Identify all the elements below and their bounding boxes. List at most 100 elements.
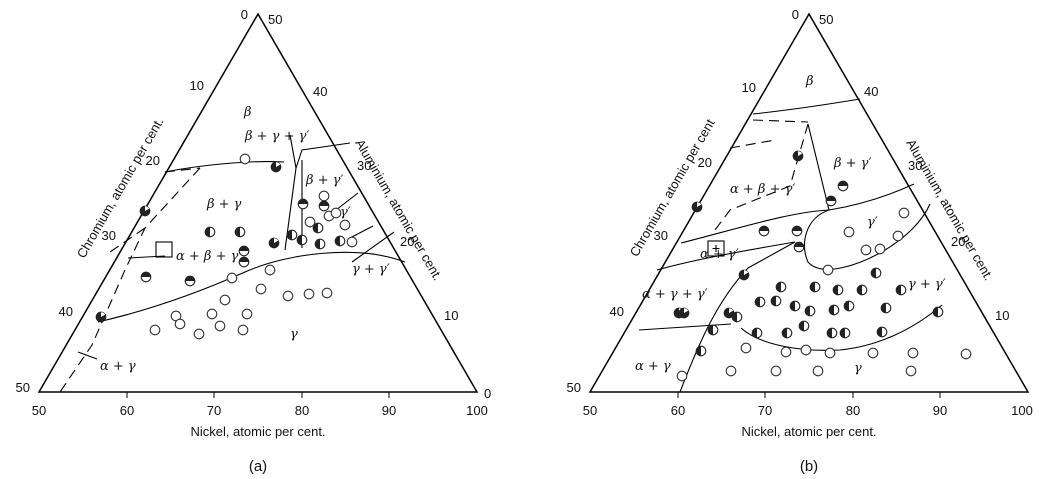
cr-tick: 0: [241, 7, 248, 22]
ni-tick: 90: [933, 403, 947, 418]
sample-point-two-phase-left: [798, 320, 810, 332]
ni-tick: 100: [1011, 403, 1033, 418]
sample-point-two-phase-left: [286, 229, 298, 241]
sample-point-two-phase-left: [828, 304, 840, 316]
reference-square: [707, 240, 725, 257]
sample-point-two-phase-left: [826, 327, 838, 339]
sample-point-two-phase-top: [318, 200, 330, 212]
ni-tick: 70: [758, 403, 772, 418]
sample-point-two-phase-left: [789, 300, 801, 312]
sample-point-single-phase: [874, 243, 886, 255]
phase-boundaries: [638, 98, 943, 393]
sample-point-single-phase: [892, 230, 904, 242]
sample-point-two-phase-top: [184, 275, 196, 287]
sample-point-three-phase: [95, 311, 107, 323]
reference-square: [155, 241, 173, 258]
ni-tick: 60: [120, 403, 134, 418]
sample-point-two-phase-left: [870, 267, 882, 279]
diagram-b: 50 60 70 80 90 100 0 10 20 30 40 50 50 4…: [567, 7, 1033, 475]
phase-label-gammap: γ′: [340, 205, 351, 220]
sample-point-two-phase-left: [770, 295, 782, 307]
sample-point-three-phase: [738, 269, 750, 281]
sample-point-two-phase-top: [238, 256, 250, 268]
sample-point-two-phase-top: [297, 198, 309, 210]
plus-marker: [712, 245, 720, 252]
cr-tick: 40: [610, 304, 624, 319]
sample-point-two-phase-top: [791, 225, 803, 237]
ni-tick: 90: [382, 403, 396, 418]
triangle-frame: [37, 12, 479, 393]
caption-b: (b): [800, 458, 818, 475]
sample-point-single-phase: [770, 365, 782, 377]
sample-point-single-phase: [907, 347, 919, 359]
sample-point-two-phase-left: [843, 300, 855, 312]
sample-point-single-phase: [321, 287, 333, 299]
phase-label-gammap: γ′: [867, 215, 878, 230]
sample-point-two-phase-left: [695, 345, 707, 357]
al-tick: 20: [951, 234, 965, 249]
sample-point-two-phase-left: [809, 281, 821, 293]
sample-point-three-phase: [270, 161, 282, 173]
sample-point-single-phase: [800, 344, 812, 356]
sample-point-two-phase-left: [314, 238, 326, 250]
sample-point-three-phase: [792, 150, 804, 162]
sample-point-single-phase: [339, 219, 351, 231]
cr-tick: 30: [102, 228, 116, 243]
sample-point-single-phase: [824, 347, 836, 359]
sample-point-single-phase: [898, 207, 910, 219]
sample-point-two-phase-top: [140, 271, 152, 283]
sample-point-single-phase: [780, 346, 792, 358]
sample-point-two-phase-left: [312, 222, 324, 234]
sample-point-single-phase: [174, 318, 186, 330]
sample-point-two-phase-top: [238, 245, 250, 257]
sample-point-two-phase-left: [754, 296, 766, 308]
phase-label-alpha-beta-gammap: α + β + γ′: [730, 182, 795, 197]
sample-point-single-phase: [843, 226, 855, 238]
al-tick: 20: [400, 234, 414, 249]
sample-point-single-phase: [214, 320, 226, 332]
phase-label-alpha-gammap: α + γ′: [700, 247, 739, 262]
phase-label-beta-gammap: β + γ′: [833, 156, 871, 171]
sample-point-two-phase-left: [876, 326, 888, 338]
sample-point-two-phase-left: [880, 302, 892, 314]
data-points: [95, 153, 358, 340]
phase-label-gamma: γ: [290, 327, 298, 342]
sample-point-two-phase-left: [334, 235, 346, 247]
phase-label-beta-gamma: β + γ: [206, 197, 242, 212]
sample-point-two-phase-left: [839, 327, 851, 339]
diagram-a: 50 60 70 80 90 100 0 10 20 30 40 50 50 4…: [16, 7, 492, 475]
dashed-boundaries: [59, 167, 201, 393]
ni-tick: 60: [671, 403, 685, 418]
al-tick: 40: [313, 84, 327, 99]
sample-point-single-phase: [905, 365, 917, 377]
sample-point-two-phase-left: [775, 281, 787, 293]
dashed-boundaries: [714, 119, 809, 231]
ni-tick: 80: [846, 403, 860, 418]
phase-label-gamma-gammap: γ + γ′: [908, 277, 946, 292]
cr-axis-title: Chromium, atomic per cent: [627, 116, 718, 259]
sample-point-single-phase: [330, 207, 342, 219]
sample-point-single-phase: [812, 365, 824, 377]
sample-point-two-phase-left: [932, 306, 944, 318]
sample-point-single-phase: [264, 264, 276, 276]
sample-point-single-phase: [346, 236, 358, 248]
sample-point-two-phase-left: [832, 284, 844, 296]
sample-point-single-phase: [241, 308, 253, 320]
al-tick: 10: [444, 308, 458, 323]
sample-point-three-phase: [723, 307, 735, 319]
caption-a: (a): [249, 458, 267, 475]
phase-label-alpha-gamma: α + γ: [100, 359, 136, 374]
sample-point-three-phase: [678, 307, 690, 319]
ni-tick: 50: [583, 403, 597, 418]
ni-axis-title: Nickel, atomic per cent.: [190, 424, 325, 439]
sample-point-three-phase: [691, 201, 703, 213]
phase-label-gamma-gammap: γ + γ′: [352, 262, 390, 277]
phase-label-alpha-gamma-gammap: α + γ + γ′: [642, 287, 708, 302]
sample-point-single-phase: [237, 324, 249, 336]
sample-point-three-phase: [139, 205, 151, 217]
sample-point-single-phase: [255, 283, 267, 295]
sample-point-two-phase-left: [781, 327, 793, 339]
sample-point-two-phase-left: [204, 226, 216, 238]
cr-tick: 40: [59, 304, 73, 319]
